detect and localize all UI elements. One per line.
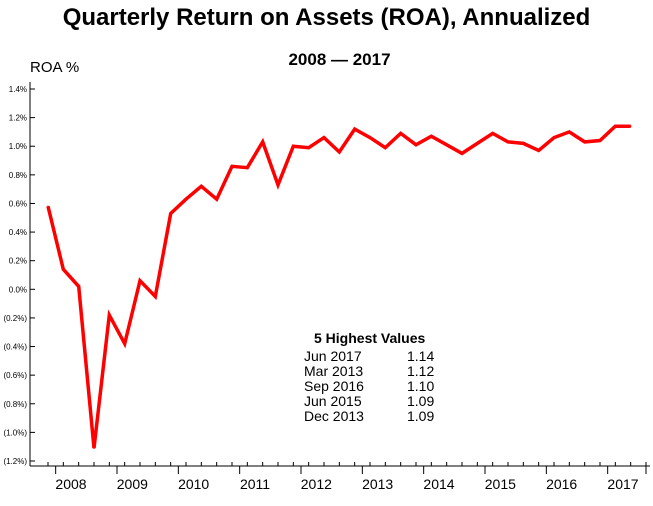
x-tick-label: 2011	[240, 476, 270, 492]
highest-value-date: Dec 2013	[304, 408, 364, 424]
data-point	[338, 151, 341, 153]
y-tick-label: 0.0%	[9, 285, 27, 294]
y-tick-label: (0.6%)	[3, 371, 27, 380]
data-point	[353, 128, 356, 130]
y-tick-label: (0.4%)	[3, 343, 27, 352]
data-point	[169, 212, 172, 215]
x-tick-label: 2013	[362, 476, 393, 492]
y-tick-label: 0.8%	[9, 171, 27, 180]
y-tick-label: 1.2%	[9, 114, 27, 123]
y-ticks: 1.4% 1.2% 1.0% 0.8% 0.6% 0.4% 0.2% 0.0% (0.2%) (0…	[3, 85, 35, 466]
highest-value-amount: 1.10	[407, 378, 434, 394]
x-tick-label: 2012	[301, 476, 332, 492]
data-point	[215, 198, 218, 200]
x-tick-label: 2015	[485, 476, 516, 492]
highest-value-amount: 1.14	[407, 348, 434, 364]
x-tick-label: 2016	[546, 476, 577, 492]
data-point	[507, 141, 509, 143]
data-point	[77, 285, 80, 288]
highest-value-date: Mar 2013	[304, 363, 363, 379]
data-point	[522, 142, 525, 145]
chart-subtitle: 2008 — 2017	[288, 50, 391, 69]
x-ticks: 2008 2009 2010 2011 2012 2013 2014 2015 2016 2017	[47, 462, 647, 492]
y-axis-label: ROA %	[30, 59, 80, 76]
data-point	[614, 125, 617, 127]
data-point	[384, 146, 387, 149]
data-point	[261, 141, 264, 143]
data-point	[369, 136, 371, 139]
y-tick-label: (0.2%)	[3, 314, 27, 323]
y-tick-label: 1.4%	[9, 85, 27, 94]
data-point	[231, 165, 233, 168]
data-point	[47, 205, 49, 208]
highest-value-date: Jun 2017	[304, 348, 362, 364]
data-point	[246, 166, 249, 169]
x-tick-label: 2014	[423, 476, 454, 492]
data-point	[415, 144, 417, 146]
data-point	[139, 279, 141, 282]
data-point	[123, 342, 126, 345]
chart-title: Quarterly Return on Assets (ROA), Annual…	[62, 4, 591, 31]
data-point	[445, 144, 448, 146]
data-point	[553, 136, 555, 139]
data-point	[583, 141, 586, 143]
y-tick-label: 0.4%	[9, 228, 27, 237]
data-point	[323, 136, 325, 139]
x-tick-label: 2009	[117, 476, 148, 492]
x-tick-label: 2017	[607, 476, 638, 492]
data-point	[461, 152, 463, 155]
series	[46, 124, 632, 449]
data-point	[491, 132, 494, 135]
y-tick-label: (0.8%)	[3, 400, 27, 409]
data-point	[292, 145, 295, 148]
data-point	[430, 135, 433, 138]
y-tick-label: 0.6%	[9, 199, 27, 208]
data-point	[537, 149, 540, 152]
data-point	[307, 146, 310, 149]
y-tick-label: 0.2%	[9, 257, 27, 266]
highest-value-date: Sep 2016	[304, 378, 364, 394]
data-point	[629, 125, 632, 127]
data-point	[399, 132, 402, 135]
y-tick-label: (1.2%)	[3, 457, 27, 466]
y-tick-label: (1.0%)	[3, 428, 27, 437]
data-point	[108, 314, 111, 316]
highest-value-date: Jun 2015	[304, 393, 362, 409]
highest-values-title: 5 Highest Values	[314, 330, 425, 346]
y-tick-label: 1.0%	[9, 142, 27, 151]
data-point	[185, 198, 187, 200]
x-tick-label: 2010	[178, 476, 209, 492]
highest-values-annotation: 5 Highest Values Jun 2017 1.14 Mar 2013 1.12…	[304, 330, 434, 424]
data-point	[200, 185, 203, 188]
data-point	[93, 447, 95, 449]
data-point	[154, 295, 157, 298]
data-point	[62, 268, 65, 271]
data-point	[599, 139, 601, 142]
data-point	[476, 142, 479, 145]
x-tick-label: 2008	[55, 476, 86, 492]
highest-value-amount: 1.12	[407, 363, 434, 379]
highest-value-amount: 1.09	[407, 393, 434, 409]
highest-value-amount: 1.09	[407, 408, 434, 424]
data-point	[568, 131, 571, 133]
data-point	[277, 184, 279, 186]
